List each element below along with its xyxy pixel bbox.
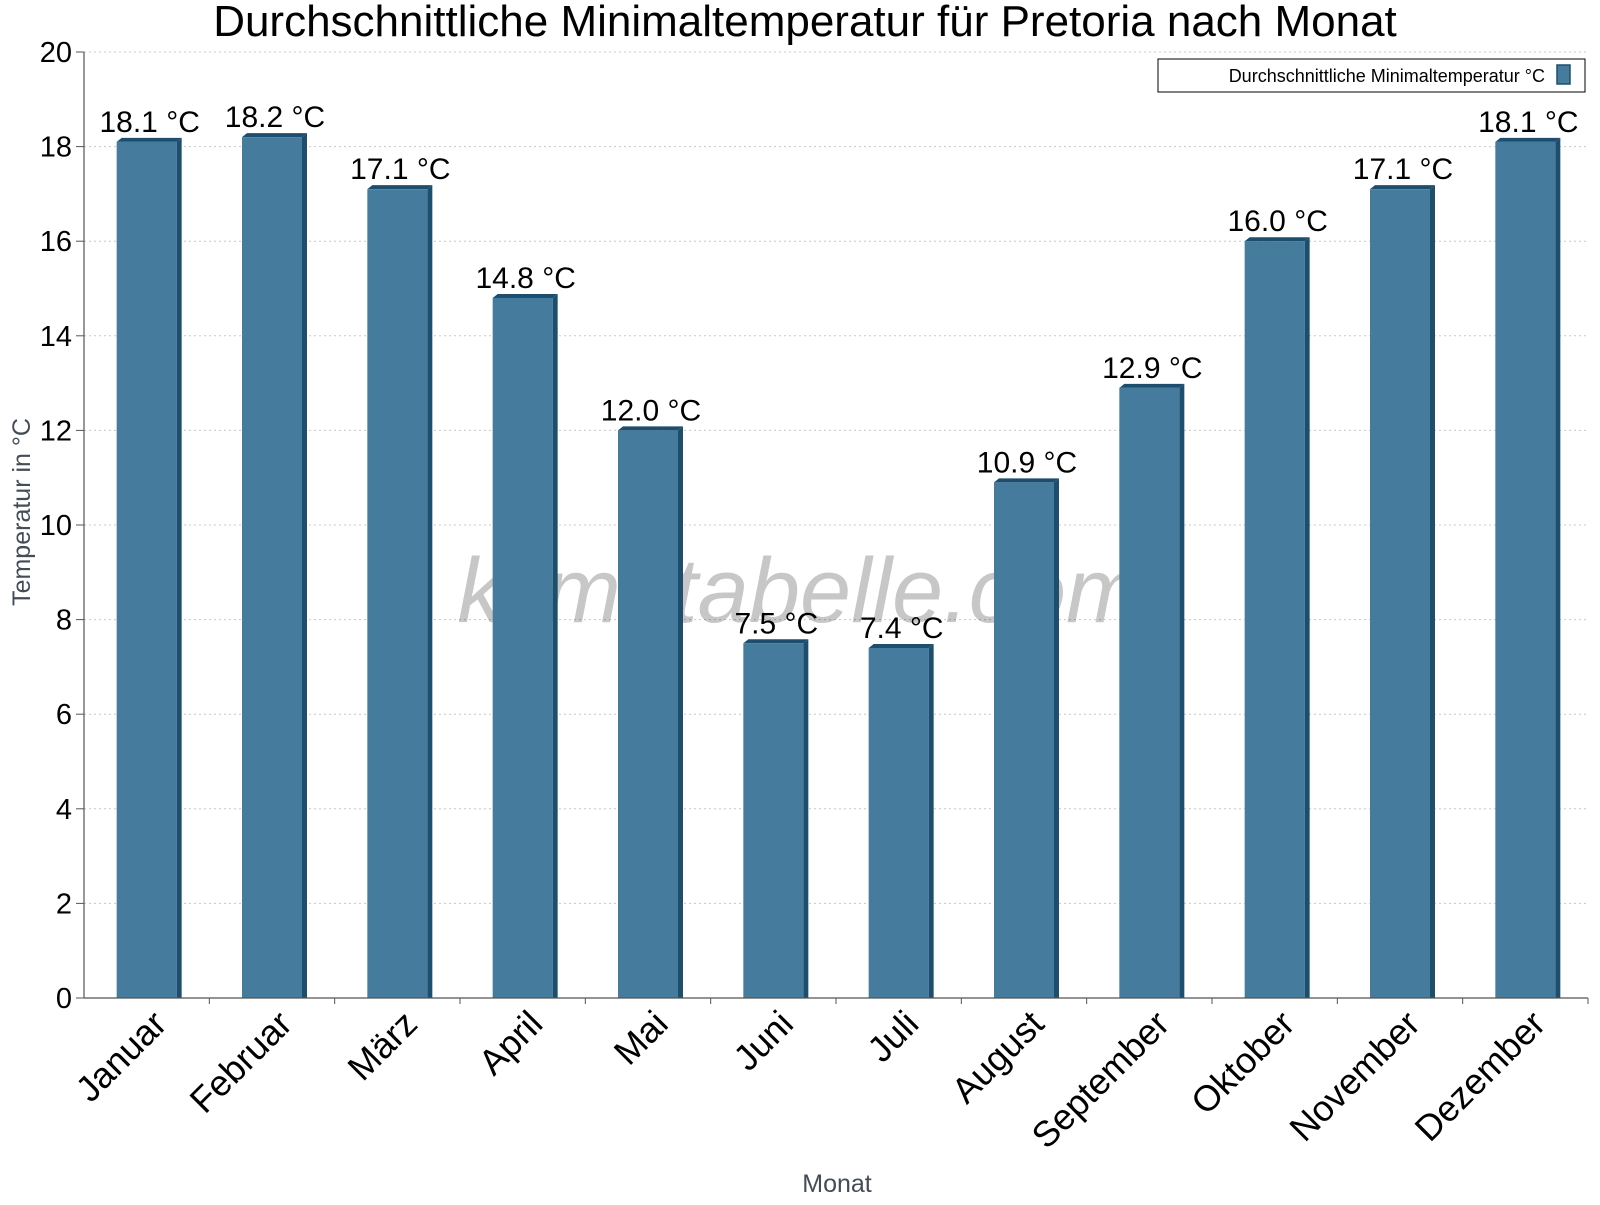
- y-axis-label: Temperatur in °C: [8, 418, 36, 606]
- y-tick-label: 0: [56, 983, 72, 1015]
- bar-front: [868, 647, 929, 998]
- legend-swatch: [1556, 64, 1571, 85]
- bar: [1370, 185, 1435, 999]
- bar-top: [1370, 185, 1435, 190]
- bar-side: [1430, 185, 1435, 999]
- bar-front: [1244, 241, 1305, 998]
- bar-top: [1495, 137, 1561, 142]
- x-tick-label: August: [943, 1003, 1051, 1111]
- y-tick-label: 10: [40, 510, 72, 542]
- data-label: 12.0 °C: [601, 394, 701, 427]
- bar-front: [1119, 387, 1180, 999]
- bar: [116, 137, 182, 998]
- data-label: 14.8 °C: [475, 262, 575, 295]
- bar-side: [552, 293, 558, 999]
- bar-side: [1555, 137, 1561, 998]
- bar-side: [803, 639, 809, 998]
- data-label: 7.4 °C: [860, 612, 944, 645]
- bar-front: [994, 482, 1054, 998]
- y-tick-label: 12: [40, 415, 72, 447]
- bar-front: [367, 189, 428, 999]
- y-tick-label: 14: [40, 321, 72, 353]
- bar-top: [994, 478, 1059, 483]
- bar: [1119, 383, 1185, 999]
- x-tick-label: März: [339, 1003, 425, 1089]
- data-labels: 18.1 °C 18.2 °C 17.1 °C 14.8 °C 12.0 °C 7.5 °…: [99, 101, 1578, 645]
- x-tick-label: Juli: [859, 1003, 926, 1070]
- bar-side: [928, 643, 934, 998]
- bar-top: [1244, 237, 1310, 242]
- bar-top: [868, 643, 934, 648]
- bar: [743, 639, 809, 998]
- bar: [492, 293, 558, 999]
- data-label: 7.5 °C: [734, 607, 818, 640]
- bar-top: [242, 133, 307, 138]
- bar-side: [427, 185, 433, 999]
- legend: Durchschnittliche Minimaltemperatur °C: [1157, 58, 1586, 93]
- y-tick-label: 18: [40, 132, 72, 164]
- y-axis-ticks: 0 2 4 6 8 10 12 14 16 18 20: [40, 37, 84, 1015]
- bar-top: [367, 185, 433, 190]
- bar-top: [1119, 383, 1185, 388]
- bar: [367, 185, 433, 999]
- data-label: 16.0 °C: [1227, 205, 1327, 238]
- bar: [994, 478, 1059, 998]
- data-label: 17.1 °C: [350, 153, 450, 186]
- bar-top: [743, 639, 809, 644]
- x-tick-label: April: [470, 1003, 550, 1083]
- data-label: 18.1 °C: [99, 106, 199, 139]
- bar-front: [1495, 141, 1556, 998]
- bar-side: [678, 426, 683, 998]
- bar: [242, 133, 307, 998]
- bars: [116, 133, 1561, 999]
- x-axis-ticks: Januar Februar März April Mai Juni Juli AugustS…: [67, 998, 1589, 1157]
- x-axis-label: Monat: [802, 1170, 872, 1198]
- gridlines: [84, 51, 1588, 904]
- bar-side: [1304, 237, 1310, 998]
- x-tick-label: Februar: [182, 1003, 300, 1121]
- x-tick-label: Juni: [725, 1003, 801, 1079]
- bar-front: [492, 297, 553, 999]
- chart-title: Durchschnittliche Minimaltemperatur für …: [213, 0, 1397, 46]
- data-label: 12.9 °C: [1102, 352, 1202, 385]
- bar-front: [618, 430, 678, 998]
- y-tick-label: 2: [56, 888, 72, 920]
- legend-label: Durchschnittliche Minimaltemperatur °C: [1229, 66, 1545, 86]
- x-tick-label: Mai: [606, 1003, 676, 1073]
- bar-side: [1054, 478, 1059, 998]
- bar: [618, 426, 683, 998]
- x-tick-label: Januar: [67, 1003, 174, 1110]
- x-tick-label: September: [1023, 1003, 1177, 1157]
- bar-top: [618, 426, 683, 431]
- bar-front: [1370, 189, 1430, 999]
- y-tick-label: 8: [56, 605, 72, 637]
- y-tick-label: 6: [56, 699, 72, 731]
- bar-front: [242, 137, 302, 998]
- data-label: 18.1 °C: [1478, 106, 1578, 139]
- data-label: 18.2 °C: [225, 101, 325, 134]
- bar: [1244, 237, 1310, 998]
- x-tick-label: November: [1281, 1003, 1427, 1149]
- x-tick-label: Dezember: [1407, 1003, 1553, 1149]
- legend-box: [1157, 58, 1586, 93]
- bar-top: [492, 293, 558, 298]
- bar-side: [302, 133, 307, 998]
- bar-side: [176, 137, 182, 998]
- x-tick-label: Oktober: [1183, 1003, 1303, 1123]
- bar-front: [116, 141, 177, 998]
- y-tick-label: 20: [40, 37, 72, 69]
- y-tick-label: 4: [56, 794, 72, 826]
- bar-front: [743, 643, 804, 998]
- bar: [1495, 137, 1561, 998]
- data-label: 10.9 °C: [977, 446, 1077, 479]
- bar-top: [116, 137, 182, 142]
- bar-side: [1179, 383, 1185, 999]
- bar: [868, 643, 934, 998]
- y-tick-label: 16: [40, 226, 72, 258]
- data-label: 17.1 °C: [1353, 153, 1453, 186]
